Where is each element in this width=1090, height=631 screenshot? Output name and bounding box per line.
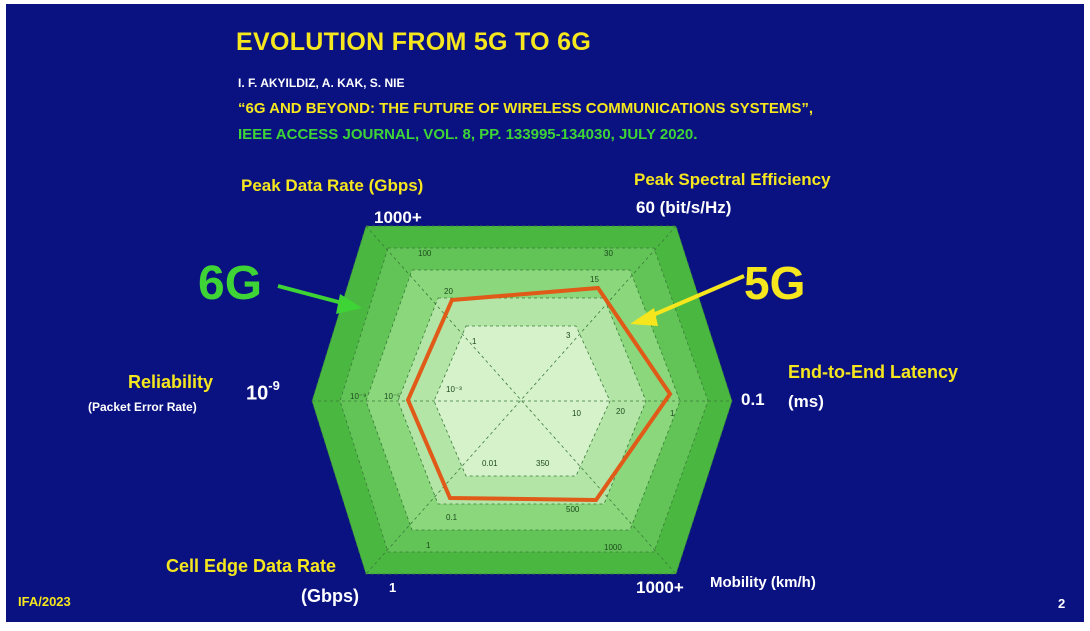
svg-text:100: 100 — [418, 249, 432, 258]
journal-reference: IEEE ACCESS JOURNAL, VOL. 8, PP. 133995-… — [238, 126, 698, 143]
mobility-label: Mobility (km/h) — [710, 574, 816, 591]
svg-text:0.1: 0.1 — [446, 513, 458, 522]
five-g-label: 5G — [744, 257, 806, 309]
cell-edge-unit: (Gbps) — [301, 586, 359, 606]
reliability-value-base: 10 — [246, 382, 269, 405]
five-g-arrow — [630, 274, 745, 326]
mobility-value: 1000+ — [636, 578, 684, 597]
page-number: 2 — [1058, 596, 1066, 611]
five-g-outline — [405, 285, 673, 503]
paper-title: “6G AND BEYOND: THE FUTURE OF WIRELESS C… — [238, 100, 814, 117]
radar-gridlines — [311, 225, 733, 575]
peak-data-rate-value: 1000+ — [374, 208, 422, 227]
svg-text:1000: 1000 — [604, 543, 622, 552]
svg-text:10⁻⁹: 10⁻⁹ — [350, 392, 367, 401]
svg-text:30: 30 — [604, 249, 613, 258]
reliability-label: Reliability — [128, 372, 214, 392]
cell-edge-label: Cell Edge Data Rate — [166, 556, 337, 576]
radar-diagram: 100 20 1 30 15 3 10⁻⁹ 10⁻⁵ 10⁻³ 10 20 1 … — [277, 225, 745, 575]
svg-text:3: 3 — [566, 331, 571, 340]
svg-text:10⁻⁵: 10⁻⁵ — [384, 392, 400, 401]
latency-unit: (ms) — [788, 392, 824, 411]
reliability-sublabel: (Packet Error Rate) — [88, 400, 197, 414]
latency-label: End-to-End Latency — [788, 362, 958, 382]
svg-text:10⁻³: 10⁻³ — [446, 385, 462, 394]
six-g-arrow — [277, 284, 362, 314]
cell-edge-value: 1 — [389, 580, 397, 595]
svg-text:500: 500 — [566, 505, 580, 514]
ring-tick-labels: 100 20 1 30 15 3 10⁻⁹ 10⁻⁵ 10⁻³ 10 20 1 … — [350, 249, 675, 552]
svg-text:0.01: 0.01 — [482, 459, 498, 468]
reliability-value-exponent: -9 — [268, 378, 280, 393]
peak-spectral-efficiency-value: 60 (bit/s/Hz) — [636, 198, 732, 217]
footer-label: IFA/2023 — [18, 594, 71, 609]
svg-text:20: 20 — [444, 287, 453, 296]
svg-text:10: 10 — [572, 409, 581, 418]
latency-value: 0.1 — [741, 390, 765, 409]
peak-spectral-efficiency-label: Peak Spectral Efficiency — [634, 170, 831, 189]
slide: EVOLUTION FROM 5G TO 6G I. F. AKYILDIZ, … — [6, 4, 1084, 622]
svg-text:20: 20 — [616, 407, 625, 416]
peak-data-rate-label: Peak Data Rate (Gbps) — [241, 176, 424, 195]
authors: I. F. AKYILDIZ, A. KAK, S. NIE — [238, 76, 405, 90]
svg-text:1: 1 — [426, 541, 431, 550]
slide-title: EVOLUTION FROM 5G TO 6G — [236, 28, 592, 56]
svg-text:1: 1 — [670, 409, 675, 418]
reliability-value: 10-9 — [246, 378, 280, 406]
svg-text:15: 15 — [590, 275, 599, 284]
six-g-label: 6G — [198, 257, 263, 310]
svg-text:1: 1 — [472, 337, 477, 346]
svg-text:350: 350 — [536, 459, 550, 468]
